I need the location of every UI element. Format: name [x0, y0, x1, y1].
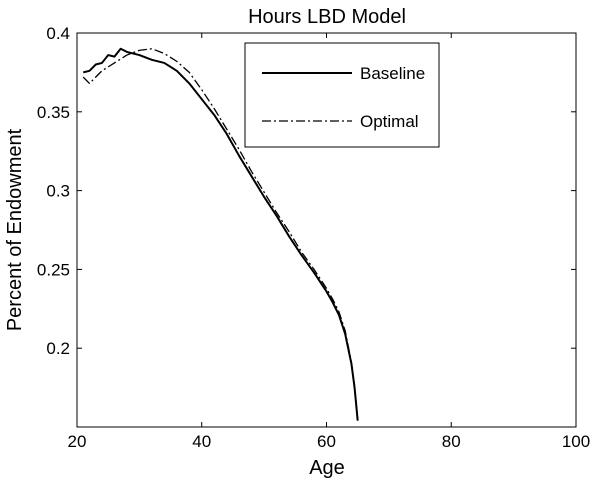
- series-line-baseline: [82, 47, 359, 421]
- y-tick-label: 0.35: [37, 103, 70, 122]
- x-tick-label: 80: [442, 432, 461, 451]
- axis-ticks: 20 40 60 80 100 0.2 0.25 0.3 0.35 0.4: [37, 24, 590, 451]
- y-tick-label: 0.3: [46, 182, 70, 201]
- series-layer: [82, 47, 359, 421]
- y-tick-label: 0.4: [46, 24, 70, 43]
- chart-title: Hours LBD Model: [248, 6, 406, 28]
- x-tick-label: 40: [192, 432, 211, 451]
- plot-area: 20 40 60 80 100 0.2 0.25 0.3 0.35 0.4: [37, 24, 590, 451]
- legend-optimal-label: Optimal: [360, 112, 419, 131]
- y-axis-title: Percent of Endowment: [4, 128, 26, 331]
- x-tick-label: 60: [317, 432, 336, 451]
- x-axis-title: Age: [309, 457, 345, 479]
- legend: Baseline Optimal: [244, 42, 440, 148]
- series-line-optimal: [82, 48, 359, 420]
- legend-box: [244, 42, 440, 148]
- y-tick-label: 0.2: [46, 339, 70, 358]
- x-tick-label: 100: [562, 432, 590, 451]
- x-tick-label: 20: [68, 432, 87, 451]
- y-tick-label: 0.25: [37, 260, 70, 279]
- legend-baseline-label: Baseline: [360, 64, 425, 83]
